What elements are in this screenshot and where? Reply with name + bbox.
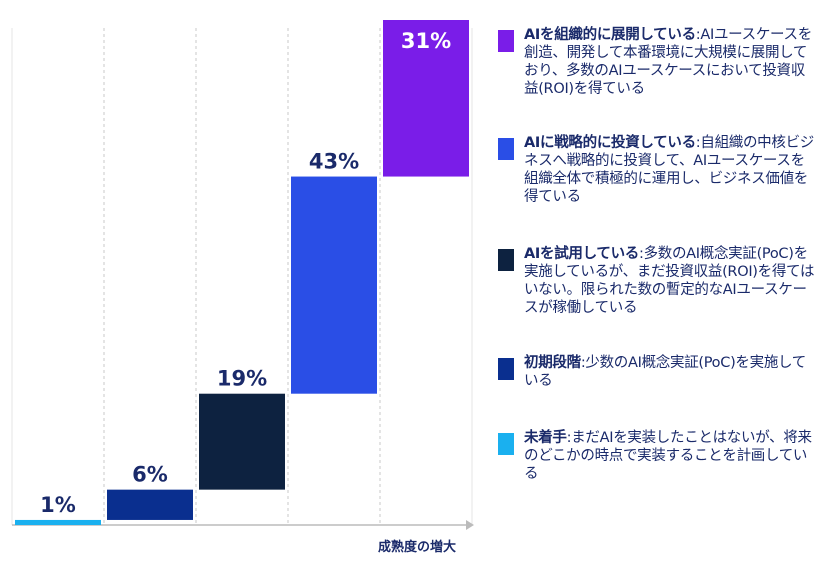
bar	[291, 176, 377, 394]
legend-item-initial: 初期段階:少数のAI概念実証(PoC)を実施している	[498, 354, 816, 390]
legend-swatch	[498, 358, 514, 380]
legend-desc: :自組織の中核ビジネスへ戦略的に投資して、AIユースケースを組織全体で積極的に運…	[524, 135, 814, 205]
data-label: 43%	[309, 150, 359, 174]
legend-swatch	[498, 433, 514, 455]
legend-desc: :まだAIを実装したことはないが、将来のどこかの時点で実装することを計画している	[524, 430, 812, 482]
bar	[199, 393, 285, 490]
x-axis-label: 成熟度の増大	[378, 540, 457, 555]
data-label: 19%	[217, 367, 267, 391]
legend-desc: :多数のAI概念実証(PoC)を実施しているが、まだ投資収益(ROI)を得てはい…	[524, 246, 815, 316]
legend-title: 未着手	[524, 430, 567, 446]
legend-swatch	[498, 249, 514, 271]
data-label: 31%	[401, 29, 451, 53]
x-axis-arrow-icon	[466, 520, 474, 530]
legend-desc: :AIユースケースを創造、開発して本番環境に大規模に展開しており、多数のAIユー…	[524, 27, 812, 97]
legend-swatch	[498, 138, 514, 160]
legend-item-experimenting: AIを試用している:多数のAI概念実証(PoC)を実施しているが、まだ投資収益(…	[498, 245, 816, 317]
legend-title: 初期段階	[524, 355, 581, 371]
bar	[15, 519, 101, 525]
legend-title: AIを試用している	[524, 246, 639, 262]
legend-item-invested: AIに戦略的に投資している:自組織の中核ビジネスへ戦略的に投資して、AIユースケ…	[498, 134, 816, 206]
legend-title: AIを組織的に展開している	[524, 27, 696, 43]
bar	[383, 20, 469, 177]
data-label: 6%	[132, 463, 168, 487]
legend-swatch	[498, 30, 514, 52]
legend-desc: :少数のAI概念実証(PoC)を実施している	[524, 355, 806, 389]
legend-item-deployed: AIを組織的に展開している:AIユースケースを創造、開発して本番環境に大規模に展…	[498, 26, 816, 98]
waterfall-chart: 1% 6% 19% 43% 31%	[11, 20, 474, 530]
legend-item-not-started: 未着手:まだAIを実装したことはないが、将来のどこかの時点で実装することを計画し…	[498, 429, 816, 483]
legend-title: AIに戦略的に投資している	[524, 135, 696, 151]
bar	[107, 489, 193, 520]
data-label: 1%	[40, 493, 76, 517]
